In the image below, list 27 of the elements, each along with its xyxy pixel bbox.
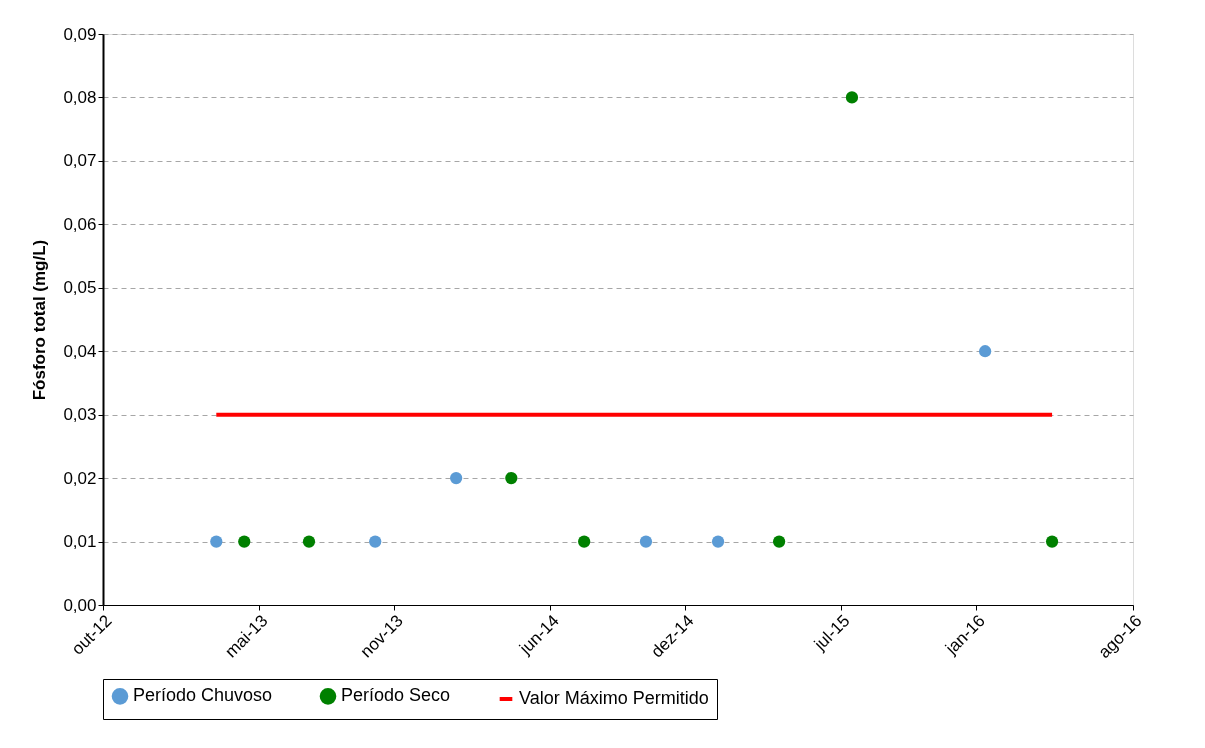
- point: [302, 535, 316, 548]
- y-tick-label: 0,00: [63, 595, 97, 615]
- y-tick-label: 0,01: [63, 532, 97, 552]
- point: [1045, 535, 1059, 548]
- point: [979, 345, 992, 358]
- y-tick-label: 0,04: [63, 341, 97, 361]
- point: [450, 472, 463, 485]
- point: [238, 535, 251, 548]
- y-tick-label: 0,08: [63, 87, 97, 107]
- legend-label: Período Chuvoso: [133, 685, 273, 706]
- y-tick-label: 0,02: [63, 468, 97, 488]
- point: [505, 472, 518, 485]
- y-tick-label: 0,07: [63, 151, 97, 171]
- y-tick-label: 0,05: [63, 278, 97, 298]
- y-tick-label: 0,09: [63, 24, 97, 44]
- point: [639, 535, 653, 548]
- y-axis-title: Fósforo total (mg/L): [30, 239, 50, 401]
- y-tick-label: 0,06: [63, 214, 97, 234]
- point: [369, 535, 382, 548]
- point: [210, 535, 223, 548]
- point: [578, 535, 591, 548]
- point: [773, 535, 786, 548]
- point: [711, 535, 725, 548]
- legend-label: Valor Máximo Permitido: [519, 688, 709, 708]
- legend-label: Período Seco: [341, 685, 451, 706]
- point: [845, 91, 859, 104]
- y-tick-label: 0,03: [63, 405, 97, 425]
